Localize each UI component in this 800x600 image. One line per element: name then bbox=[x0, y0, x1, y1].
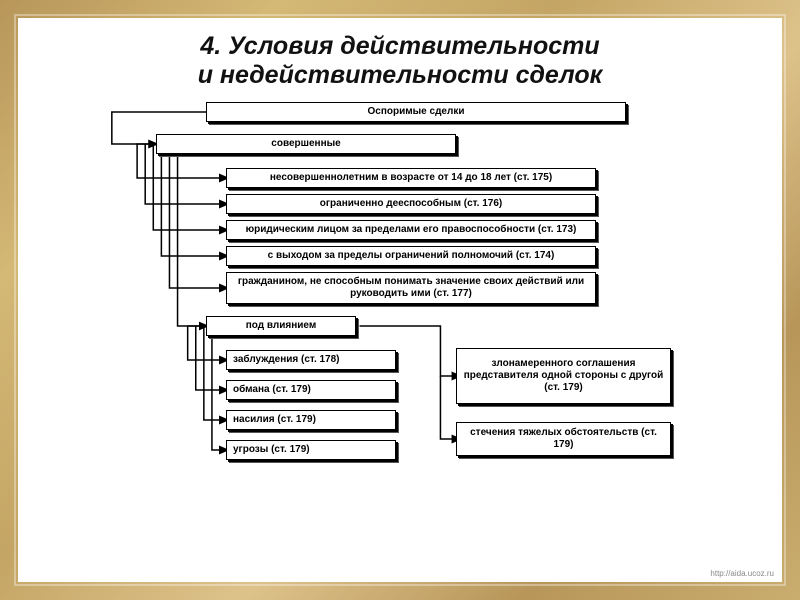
item-committed-4: с выходом за пределы ограничений полномо… bbox=[226, 246, 596, 266]
item-influence-left-2: обмана (ст. 179) bbox=[226, 380, 396, 400]
item-influence-right-2: стечения тяжелых обстоятельств (ст. 179) bbox=[456, 422, 671, 456]
flowchart-diagram: Оспоримые сделки совершенные несовершенн… bbox=[36, 98, 764, 554]
box-main: Оспоримые сделки bbox=[206, 102, 626, 122]
item-influence-left-1: заблуждения (ст. 178) bbox=[226, 350, 396, 370]
box-influence: под влиянием bbox=[206, 316, 356, 336]
slide-content: 4. Условия действительности и недействит… bbox=[18, 18, 782, 582]
item-committed-2: ограниченно дееспособным (ст. 176) bbox=[226, 194, 596, 214]
slide-frame: 4. Условия действительности и недействит… bbox=[0, 0, 800, 600]
watermark-text: http://aida.ucoz.ru bbox=[710, 569, 774, 578]
item-influence-left-4: угрозы (ст. 179) bbox=[226, 440, 396, 460]
item-influence-right-1: злонамеренного соглашения представителя … bbox=[456, 348, 671, 404]
connector-lines bbox=[36, 98, 764, 554]
item-influence-left-3: насилия (ст. 179) bbox=[226, 410, 396, 430]
title-line-1: 4. Условия действительности bbox=[200, 32, 599, 60]
item-committed-5: гражданином, не способным понимать значе… bbox=[226, 272, 596, 304]
title-line-2: и недействительности сделок bbox=[198, 61, 603, 89]
item-committed-1: несовершеннолетним в возрасте от 14 до 1… bbox=[226, 168, 596, 188]
slide-title: 4. Условия действительности и недействит… bbox=[36, 32, 764, 90]
item-committed-3: юридическим лицом за пределами его право… bbox=[226, 220, 596, 240]
box-committed: совершенные bbox=[156, 134, 456, 154]
